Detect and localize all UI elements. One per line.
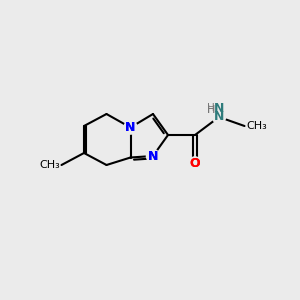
Text: N: N — [214, 103, 224, 116]
Text: H: H — [207, 103, 214, 113]
Circle shape — [188, 157, 202, 170]
Text: CH₃: CH₃ — [246, 121, 267, 131]
Circle shape — [212, 110, 226, 124]
Circle shape — [124, 121, 137, 134]
Text: N: N — [214, 110, 224, 124]
Circle shape — [146, 149, 160, 163]
Text: N: N — [148, 149, 158, 163]
Text: O: O — [190, 157, 200, 170]
Text: CH₃: CH₃ — [39, 160, 60, 170]
Text: N: N — [125, 121, 136, 134]
Text: N: N — [125, 121, 136, 134]
Text: N: N — [148, 149, 158, 163]
Text: H: H — [207, 105, 216, 116]
Text: O: O — [190, 157, 200, 170]
